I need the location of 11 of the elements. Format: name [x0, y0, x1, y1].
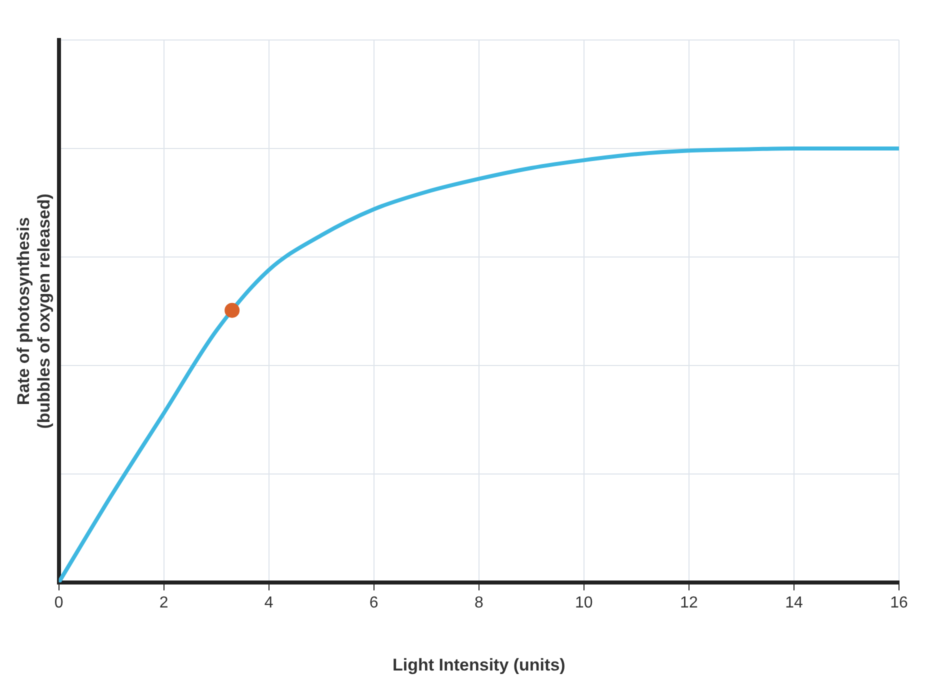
- x-tick-label: 10: [575, 594, 593, 612]
- x-tick-label: 2: [159, 594, 168, 612]
- x-tick-label: 8: [474, 594, 484, 612]
- x-tick-label: 0: [54, 594, 64, 612]
- x-tick-label: 6: [369, 594, 378, 612]
- y-axis-title: Rate of photosynthesis (bubbles of oxygen released): [14, 194, 54, 429]
- x-tick-label: 16: [890, 594, 908, 612]
- x-axis-title: Light Intensity (units): [392, 655, 566, 674]
- x-tick-label: 4: [264, 594, 274, 612]
- x-tick-label: 12: [680, 594, 698, 612]
- x-tick-label: 14: [785, 594, 803, 612]
